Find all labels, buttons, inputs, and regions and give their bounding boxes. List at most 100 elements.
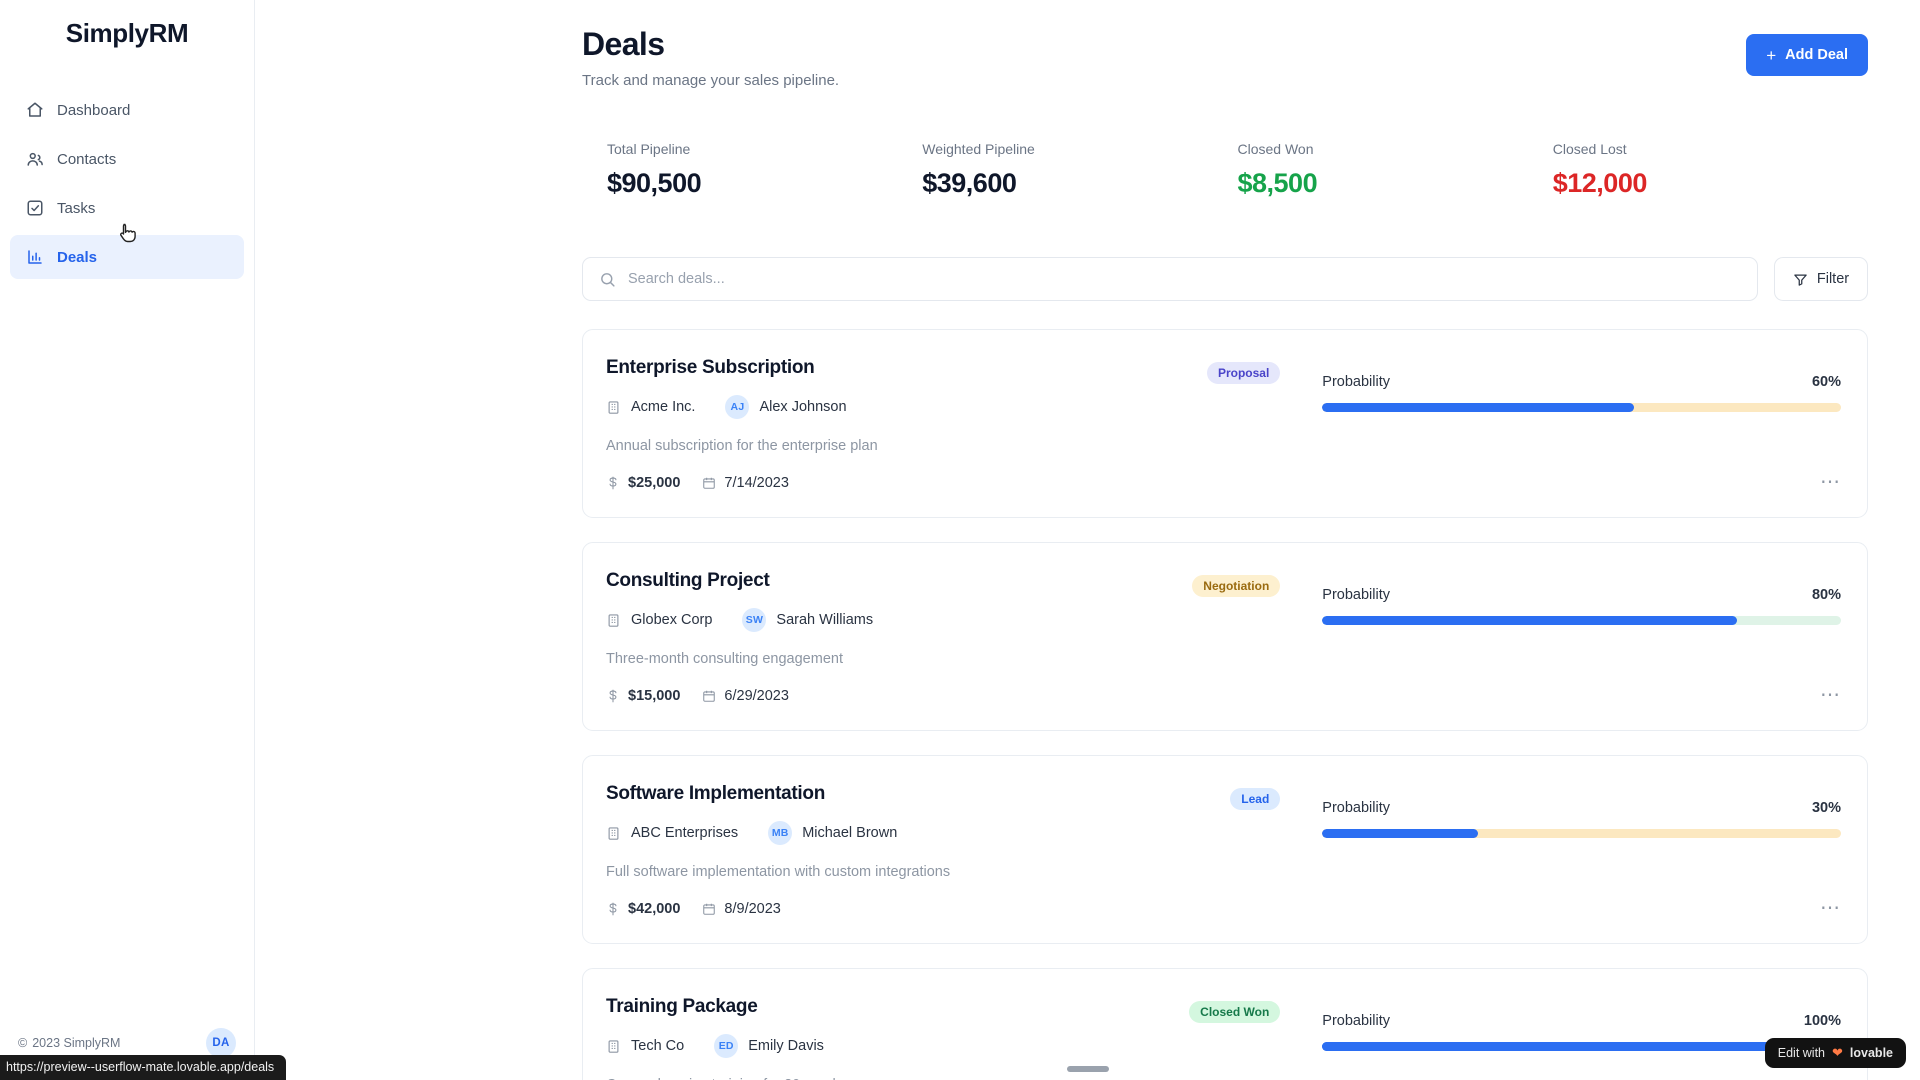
- probability-fill: [1322, 616, 1738, 625]
- filter-button[interactable]: Filter: [1774, 257, 1868, 301]
- deal-date-value: 6/29/2023: [724, 688, 789, 704]
- probability-bar: [1322, 1042, 1841, 1051]
- calendar-icon: [702, 902, 716, 916]
- sidebar-item-dashboard[interactable]: Dashboard: [10, 88, 244, 132]
- page-title: Deals: [582, 26, 665, 62]
- probability-fill: [1322, 403, 1634, 412]
- status-badge: Lead: [1230, 788, 1281, 810]
- probability-bar: [1322, 829, 1841, 838]
- more-options-icon[interactable]: ⋯: [1820, 471, 1841, 493]
- sidebar-item-label: Deals: [57, 248, 98, 266]
- scroll-indicator[interactable]: [1066, 1066, 1109, 1072]
- lovable-edit-badge[interactable]: Edit with ❤ lovable: [1764, 1038, 1906, 1068]
- deal-card[interactable]: Training Package Tech Co ED Emily Davis: [582, 968, 1868, 1080]
- probability-label: Probability: [1322, 374, 1390, 390]
- browser-status-url: https://preview--userflow-mate.lovable.a…: [0, 1055, 287, 1080]
- sidebar-footer: © 2023 SimplyRM DA: [0, 1006, 254, 1080]
- owner-avatar: AJ: [725, 395, 750, 419]
- building-icon: [606, 400, 621, 415]
- deal-description: Annual subscription for the enterprise p…: [606, 438, 878, 454]
- deal-facts: $25,000 7/14/2023: [606, 475, 1322, 491]
- stat-label: Total Pipeline: [607, 141, 691, 157]
- stat-label: Closed Won: [1237, 141, 1314, 157]
- deal-info: Consulting Project Globex Corp SW Sarah …: [606, 567, 1322, 704]
- status-badge: Closed Won: [1189, 1001, 1281, 1023]
- stat-weighted-pipeline: Weighted Pipeline $39,600: [922, 141, 1237, 199]
- building-icon: [606, 826, 621, 841]
- deal-info: Training Package Tech Co ED Emily Davis: [606, 993, 1322, 1080]
- deal-status: Lead Probability 30% ⋯: [1230, 780, 1841, 919]
- deal-card[interactable]: Software Implementation ABC Enterprises …: [582, 755, 1868, 944]
- calendar-icon: [702, 476, 716, 490]
- stat-closed-won: Closed Won $8,500: [1238, 141, 1553, 199]
- deal-title: Consulting Project: [606, 570, 770, 591]
- dollar-icon: [606, 689, 620, 703]
- deals-list: Enterprise Subscription Acme Inc. AJ Ale…: [582, 329, 1868, 1080]
- dollar-icon: [606, 476, 620, 490]
- toolbar: Filter: [582, 257, 1868, 301]
- sidebar-item-deals[interactable]: Deals: [10, 235, 244, 279]
- sidebar-item-tasks[interactable]: Tasks: [10, 186, 244, 230]
- stats-row: Total Pipeline $90,500 Weighted Pipeline…: [582, 141, 1868, 199]
- lovable-prefix: Edit with: [1777, 1046, 1826, 1060]
- dollar-icon: [606, 902, 620, 916]
- deal-date-value: 8/9/2023: [724, 901, 781, 917]
- deal-date: 7/14/2023: [702, 475, 789, 491]
- deal-company: Tech Co: [631, 1038, 685, 1054]
- deal-status: Negotiation Probability 80% ⋯: [1192, 567, 1841, 706]
- deal-meta: ABC Enterprises MB Michael Brown: [606, 821, 1322, 845]
- deal-card[interactable]: Consulting Project Globex Corp SW Sarah …: [582, 542, 1868, 731]
- deal-description: Full software implementation with custom…: [606, 864, 951, 880]
- probability-block: Probability 100%: [1322, 995, 1841, 1080]
- deal-date: 8/9/2023: [702, 901, 781, 917]
- stat-closed-lost: Closed Lost $12,000: [1553, 141, 1868, 199]
- probability-value: 80%: [1811, 587, 1841, 603]
- more-options-icon[interactable]: ⋯: [1820, 897, 1841, 919]
- deal-info: Enterprise Subscription Acme Inc. AJ Ale…: [606, 354, 1322, 491]
- probability-fill: [1322, 829, 1478, 838]
- sidebar: SimplyRM Dashboard Contacts: [0, 0, 255, 1080]
- search-box[interactable]: [582, 257, 1758, 301]
- deal-meta: Acme Inc. AJ Alex Johnson: [606, 395, 1322, 419]
- calendar-icon: [702, 689, 716, 703]
- deal-company: Globex Corp: [631, 612, 713, 628]
- deal-title: Enterprise Subscription: [606, 357, 815, 378]
- building-icon: [606, 613, 621, 628]
- add-deal-button[interactable]: + Add Deal: [1746, 34, 1868, 76]
- page-header: Deals Track and manage your sales pipeli…: [582, 26, 1868, 89]
- copyright-symbol-icon: ©: [18, 1036, 28, 1050]
- search-icon: [599, 271, 616, 288]
- deal-description: Three-month consulting engagement: [606, 651, 843, 667]
- stat-label: Weighted Pipeline: [922, 141, 1035, 157]
- deal-status: Closed Won Probability 100%: [1189, 993, 1841, 1080]
- sidebar-item-label: Contacts: [57, 150, 117, 168]
- deal-description: Comprehensive training for 20 employees: [606, 1077, 1322, 1080]
- deal-card[interactable]: Enterprise Subscription Acme Inc. AJ Ale…: [582, 329, 1868, 518]
- sidebar-item-contacts[interactable]: Contacts: [10, 137, 244, 181]
- deal-company: ABC Enterprises: [631, 825, 739, 841]
- more-options-icon[interactable]: ⋯: [1820, 684, 1841, 706]
- deal-company: Acme Inc.: [631, 399, 696, 415]
- heart-icon: ❤: [1832, 1045, 1843, 1060]
- deal-meta: Tech Co ED Emily Davis: [606, 1034, 1322, 1058]
- stat-label: Closed Lost: [1552, 141, 1627, 157]
- sidebar-item-label: Dashboard: [57, 101, 131, 119]
- deal-owner: Sarah Williams: [776, 612, 874, 628]
- copyright: © 2023 SimplyRM: [18, 1036, 120, 1050]
- status-badge: Negotiation: [1192, 575, 1281, 597]
- deal-date-value: 7/14/2023: [724, 475, 789, 491]
- sidebar-item-label: Tasks: [57, 199, 96, 217]
- deal-owner: Michael Brown: [802, 825, 898, 841]
- probability-label: Probability: [1322, 800, 1390, 816]
- filter-label: Filter: [1816, 271, 1850, 287]
- deal-title: Software Implementation: [606, 783, 826, 804]
- deal-meta: Globex Corp SW Sarah Williams: [606, 608, 1322, 632]
- deal-amount: $42,000: [606, 901, 680, 917]
- search-input[interactable]: [628, 271, 1741, 287]
- probability-label: Probability: [1322, 1013, 1390, 1029]
- bar-chart-icon: [26, 248, 44, 266]
- avatar[interactable]: DA: [206, 1028, 236, 1058]
- owner-avatar: ED: [714, 1034, 739, 1058]
- brand-logo: SimplyRM: [65, 17, 189, 48]
